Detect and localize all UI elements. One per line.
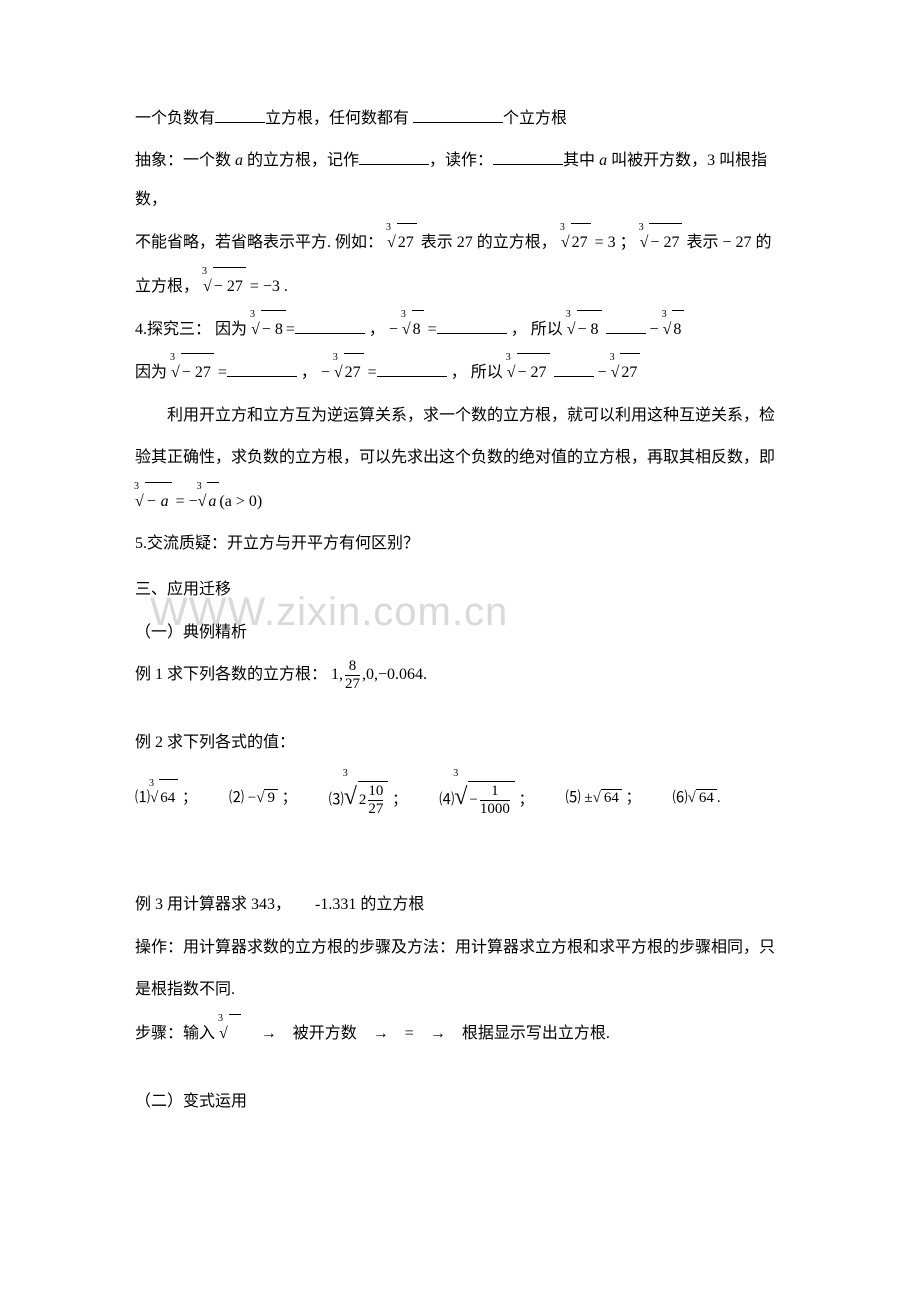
cube-root-icon: 3√27 bbox=[611, 353, 641, 392]
question-5: 5.交流质疑：开立方与开平方有何区别？ bbox=[135, 525, 785, 563]
line-abstract-1: 抽象：一个数 a 的立方根，记作，读作：其中 a 叫被开方数，3 叫根指数， bbox=[135, 142, 785, 219]
cube-root-icon: 3√−11000 bbox=[454, 769, 515, 827]
blank bbox=[413, 109, 503, 123]
fraction: 1027 bbox=[368, 783, 383, 817]
blank bbox=[215, 109, 265, 123]
line-abstract-2: 不能省略，若省略表示平方. 例如： 3√27 表示 27 的立方根， 3√27 … bbox=[135, 223, 785, 262]
cube-root-icon: 3√− 27 bbox=[171, 353, 214, 392]
cube-root-icon: 3√− 8 bbox=[251, 310, 286, 349]
blank bbox=[554, 363, 594, 377]
example-2-items: ⑴3√64 ； ⑵ −√9 ； ⑶3√21027 ； ⑷3√−11000 ； ⑸… bbox=[135, 769, 785, 827]
ex2-item-5: ⑸ ±√64 ； bbox=[566, 780, 641, 816]
explain-1: 利用开立方和立方互为逆运算关系，求一个数的立方根，就可以利用这种互逆关系，检 bbox=[135, 397, 785, 435]
fraction: 827 bbox=[345, 658, 360, 692]
explore-3a: 4.探究三： 因为 3√− 8= ， − 3√8 = ， 所以 3√− 8 − … bbox=[135, 310, 785, 349]
cube-root-icon: 3√− 8 bbox=[567, 310, 602, 349]
cube-root-icon: 3√− 27 bbox=[507, 353, 550, 392]
ex2-item-2: ⑵ −√9 ； bbox=[229, 780, 297, 816]
ex2-item-6: ⑹√64. bbox=[673, 780, 721, 816]
subheading-2: （二）变式运用 bbox=[135, 1083, 785, 1121]
cube-root-icon: 3√a bbox=[198, 482, 220, 521]
cube-root-icon: 3√27 bbox=[561, 223, 591, 262]
line-abstract-3: 立方根， 3√− 27 = −3 . bbox=[135, 267, 785, 306]
page-content: 一个负数有立方根，任何数都有 个立方根 抽象：一个数 a 的立方根，记作，读作：… bbox=[0, 0, 920, 1121]
subheading-1: （一）典例精析 bbox=[135, 614, 785, 652]
ex2-item-1: ⑴3√64 ； bbox=[135, 779, 197, 816]
operation-2: 是根指数不同. bbox=[135, 971, 785, 1009]
cube-root-icon: 3√64 bbox=[150, 779, 178, 816]
cube-root-icon: 3√− a bbox=[135, 482, 172, 521]
cube-root-icon: 3√27 bbox=[387, 223, 417, 262]
blank bbox=[437, 320, 507, 334]
blank bbox=[227, 363, 297, 377]
example-2-heading: 例 2 求下列各式的值： bbox=[135, 724, 785, 762]
steps: 步骤：输入 3√ → 被开方数 → = → 根据显示写出立方根. bbox=[135, 1014, 785, 1053]
blank bbox=[359, 151, 429, 165]
explore-3b: 因为 3√− 27 = ， − 3√27 = ， 所以 3√− 27 − 3√2… bbox=[135, 353, 785, 392]
example-3: 例 3 用计算器求 343， -1.331 的立方根 bbox=[135, 886, 785, 924]
blank bbox=[606, 320, 646, 334]
heading-3: 三、应用迁移 bbox=[135, 571, 785, 609]
cube-root-icon: 3√8 bbox=[402, 310, 424, 349]
operation-1: 操作：用计算器求数的立方根的步骤及方法：用计算器求立方根和求平方根的步骤相同，只 bbox=[135, 929, 785, 967]
cube-root-key-icon: 3√ bbox=[219, 1014, 241, 1053]
blank bbox=[295, 320, 365, 334]
ex2-item-4: ⑷3√−11000 ； bbox=[439, 769, 533, 827]
explain-2: 验其正确性，求负数的立方根，可以先求出这个负数的绝对值的立方根，再取其相反数，即 bbox=[135, 439, 785, 477]
cube-root-icon: 3√− 27 bbox=[203, 267, 246, 306]
line-neg-root: 一个负数有立方根，任何数都有 个立方根 bbox=[135, 100, 785, 138]
formula-neg-root: 3√− a = −3√a(a > 0) bbox=[135, 482, 785, 521]
cube-root-icon: 3√8 bbox=[663, 310, 685, 349]
cube-root-icon: 3√21027 bbox=[344, 769, 389, 827]
fraction: 11000 bbox=[480, 783, 510, 817]
example-1: 例 1 求下列各数的立方根： 1,827,0,−0.064. bbox=[135, 656, 785, 694]
blank bbox=[377, 363, 447, 377]
ex2-item-3: ⑶3√21027 ； bbox=[329, 769, 407, 827]
blank bbox=[493, 151, 563, 165]
cube-root-icon: 3√− 27 bbox=[640, 223, 683, 262]
cube-root-icon: 3√27 bbox=[334, 353, 364, 392]
